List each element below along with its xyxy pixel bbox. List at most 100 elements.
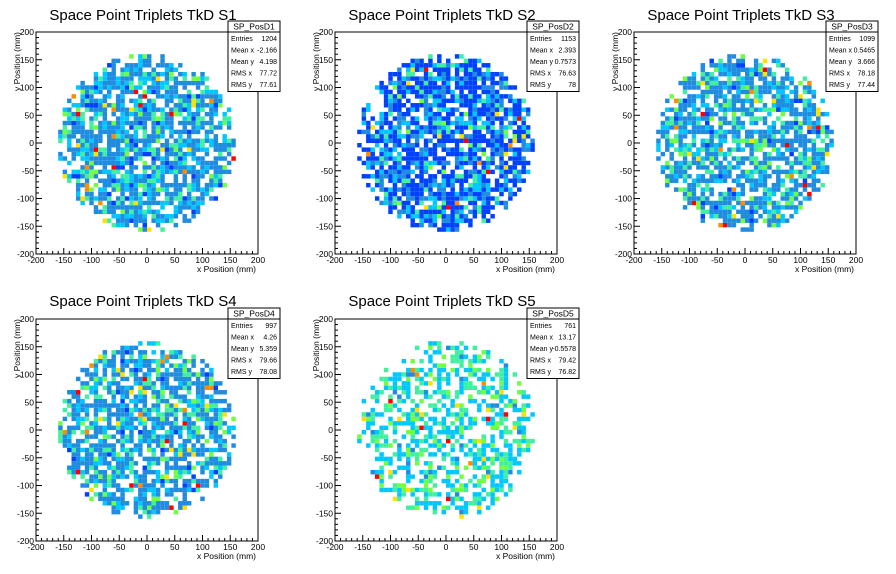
heatmap-bin (218, 178, 223, 183)
heatmap-bin (191, 425, 196, 430)
heatmap-bin (811, 89, 817, 95)
heatmap-bin (62, 134, 68, 139)
heatmap-bin (437, 367, 442, 373)
heatmap-bin (437, 443, 442, 448)
heatmap-bin (58, 151, 63, 157)
heatmap-bin (705, 116, 710, 121)
heatmap-bin (218, 120, 223, 126)
heatmap-bin (490, 160, 495, 166)
heatmap-bin (383, 160, 389, 166)
heatmap-bin (374, 174, 380, 179)
heatmap-bin (481, 487, 486, 493)
heatmap-bin (374, 390, 380, 395)
heatmap-bin (89, 120, 94, 126)
heatmap-bin (477, 483, 482, 488)
heatmap-bin (718, 67, 723, 72)
heatmap-bin (802, 156, 808, 161)
heatmap-bin (740, 227, 745, 232)
heatmap-bin (120, 98, 125, 104)
heatmap-bin (463, 58, 469, 64)
heatmap-bin (419, 165, 424, 170)
heatmap-bin (115, 483, 121, 488)
heatmap-bin (428, 76, 433, 81)
heatmap-bin (182, 120, 187, 126)
heatmap-bin (147, 165, 152, 170)
heatmap-bin (454, 425, 460, 430)
heatmap-bin (691, 76, 697, 81)
heatmap-bin (191, 358, 196, 364)
heatmap-bin (521, 403, 526, 408)
heatmap-bin (459, 363, 464, 368)
heatmap-bin (191, 403, 196, 408)
heatmap-bin (437, 63, 442, 68)
heatmap-bin (459, 89, 464, 95)
heatmap-bin (459, 98, 464, 104)
heatmap-bin (807, 160, 812, 166)
heatmap-bin (481, 174, 486, 179)
heatmap-bin (423, 71, 429, 77)
heatmap-bin (432, 376, 438, 382)
heatmap-bins (656, 54, 834, 232)
heatmap-bin (120, 443, 125, 448)
heatmap-bin (133, 107, 139, 112)
heatmap-bin (718, 200, 723, 206)
heatmap-bin (133, 125, 139, 130)
heatmap-bin (80, 103, 85, 108)
heatmap-bin (67, 443, 72, 448)
heatmap-bin (160, 85, 165, 90)
heatmap-bin (700, 165, 706, 170)
stats-label: RMS x (530, 71, 552, 78)
heatmap-bin (173, 85, 179, 90)
heatmap-bin (107, 385, 112, 391)
heatmap-bin (669, 120, 674, 126)
heatmap-bin (142, 394, 147, 399)
heatmap-bin (120, 385, 125, 391)
heatmap-bin (379, 147, 384, 152)
heatmap-bin (182, 376, 187, 382)
heatmap-bin (142, 58, 147, 64)
heatmap-bin (155, 178, 161, 183)
heatmap-bin (84, 483, 90, 488)
heatmap-bin (75, 116, 81, 121)
heatmap-bin (173, 165, 179, 170)
heatmap-bin (494, 425, 500, 430)
heatmap-bin (414, 196, 420, 201)
heatmap-bin (454, 63, 460, 68)
heatmap-bin (111, 465, 116, 470)
heatmap-bin (200, 367, 205, 373)
heatmap-bin (71, 461, 76, 466)
heatmap-bin (472, 452, 478, 457)
heatmap-bin (472, 398, 478, 404)
stats-label: Mean x (231, 48, 254, 55)
heatmap-bin (758, 178, 763, 183)
heatmap-bin (98, 447, 103, 453)
heatmap-bin (58, 434, 63, 439)
heatmap-bin (820, 98, 825, 104)
heatmap-bin (517, 125, 522, 130)
heatmap-bin (423, 478, 429, 484)
heatmap-bin (84, 403, 90, 408)
heatmap-bin (727, 209, 732, 215)
heatmap-bin (115, 452, 121, 457)
heatmap-bin (437, 71, 442, 77)
heatmap-bin (722, 156, 728, 161)
heatmap-bin (472, 129, 478, 135)
heatmap-bin (209, 107, 214, 112)
heatmap-bin (98, 134, 103, 139)
heatmap-bin (133, 156, 139, 161)
heatmap-bin (155, 434, 161, 439)
heatmap-bin (758, 116, 763, 121)
heatmap-bin (75, 107, 81, 112)
heatmap-bin (62, 416, 68, 422)
heatmap-bin (490, 461, 495, 466)
heatmap-bin (379, 80, 384, 86)
heatmap-bin (494, 412, 500, 417)
heatmap-bin (713, 134, 719, 139)
heatmap-bin (84, 165, 90, 170)
heatmap-bin (490, 138, 495, 143)
heatmap-bin (182, 398, 187, 404)
heatmap-bin (682, 80, 688, 86)
heatmap-bin (191, 421, 196, 426)
heatmap-bin (200, 160, 205, 166)
heatmap-bin (414, 390, 420, 395)
